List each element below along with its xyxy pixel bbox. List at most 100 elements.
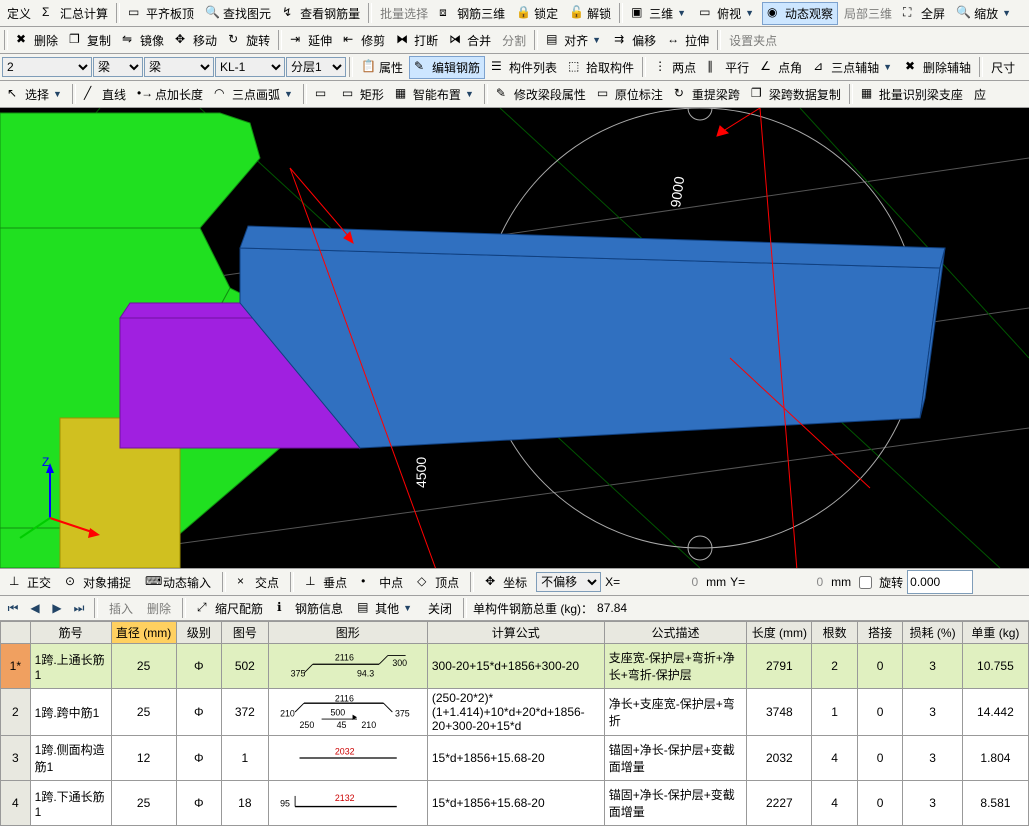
prev-button[interactable]: ◀ (26, 599, 44, 617)
merge-button[interactable]: ⧒合并 (444, 29, 496, 52)
stretch-button[interactable]: ↔拉伸 (662, 29, 714, 52)
pick-button[interactable]: ⬚拾取构件 (563, 56, 639, 79)
rotate-button[interactable]: ↻旋转 (223, 29, 275, 52)
orig-button[interactable]: ▭原位标注 (592, 83, 668, 106)
cat2-select[interactable]: 梁 (144, 57, 214, 77)
chevron-down-icon[interactable]: ▼ (282, 89, 295, 99)
ptlen-button[interactable]: •→点加长度 (132, 83, 208, 106)
vtx-button[interactable]: ◇顶点 (412, 571, 464, 594)
delrow-button[interactable]: 删除 (142, 597, 176, 620)
info-button[interactable]: ℹ钢筋信息 (272, 597, 348, 620)
count[interactable]: 2 (812, 644, 858, 689)
diameter[interactable]: 25 (111, 644, 176, 689)
unlock-button[interactable]: 🔓解锁 (564, 2, 616, 25)
chevron-down-icon[interactable]: ▼ (743, 8, 756, 18)
batch-button[interactable]: 批量选择 (375, 2, 433, 25)
fig-no[interactable]: 1 (222, 736, 269, 781)
batchsup-button[interactable]: ▦批量识别梁支座 (856, 83, 968, 106)
viewport-3d[interactable]: Z 9000 4500 (0, 108, 1029, 568)
clamp-button[interactable]: 设置夹点 (724, 29, 782, 52)
count[interactable]: 1 (812, 689, 858, 736)
close-button[interactable]: 关闭 (423, 597, 457, 620)
scale-button[interactable]: ⤢缩尺配筋 (192, 597, 268, 620)
two-point-button[interactable]: ⋮两点 (649, 56, 701, 79)
lock-button[interactable]: 🔒锁定 (511, 2, 563, 25)
table-row[interactable]: 21跨.跨中筋125Φ372210211650045375250210(250-… (1, 689, 1029, 736)
find-button[interactable]: 🔍查找图元 (200, 2, 276, 25)
respan-button[interactable]: ↻重提梁跨 (669, 83, 745, 106)
arc3-button[interactable]: ◠三点画弧▼ (209, 83, 300, 106)
flat-button[interactable]: ▭平齐板顶 (123, 2, 199, 25)
ortho-button[interactable]: ⊥正交 (4, 571, 56, 594)
list-button[interactable]: ☰构件列表 (486, 56, 562, 79)
orbit-button[interactable]: ◉动态观察 (762, 2, 838, 25)
3d-button[interactable]: ▣三维▼ (626, 2, 693, 25)
chevron-down-icon[interactable]: ▼ (1000, 8, 1013, 18)
first-button[interactable]: ⏮ (4, 599, 22, 617)
chevron-down-icon[interactable]: ▼ (675, 8, 688, 18)
last-button[interactable]: ⏭ (70, 599, 88, 617)
delaux-button[interactable]: ✖删除辅轴 (900, 56, 976, 79)
diameter[interactable]: 25 (111, 689, 176, 736)
fig-no[interactable]: 18 (222, 781, 269, 826)
ptang-button[interactable]: ∠点角 (755, 56, 807, 79)
mirror-button[interactable]: ⇋镜像 (117, 29, 169, 52)
layer-select[interactable]: 分层1 (286, 57, 346, 77)
level[interactable]: Φ (176, 781, 222, 826)
move-button[interactable]: ✥移动 (170, 29, 222, 52)
chevron-down-icon[interactable]: ▼ (463, 89, 476, 99)
diameter[interactable]: 25 (111, 781, 176, 826)
table-row[interactable]: 31跨.侧面构造筋112Φ1203215*d+1856+15.68-20锚固+净… (1, 736, 1029, 781)
rect-button[interactable]: ▭矩形 (337, 83, 389, 106)
other-button[interactable]: ▤其他▼ (352, 597, 419, 620)
fig-no[interactable]: 502 (222, 644, 269, 689)
perp-button[interactable]: ⊥垂点 (300, 571, 352, 594)
level[interactable]: Φ (176, 689, 222, 736)
count[interactable]: 4 (812, 781, 858, 826)
align-button[interactable]: ▤对齐▼ (541, 29, 608, 52)
mid-button[interactable]: •中点 (356, 571, 408, 594)
split-button[interactable]: 分割 (497, 29, 531, 52)
dim-button[interactable]: 尺寸 (986, 56, 1020, 79)
copy-button[interactable]: ❐复制 (64, 29, 116, 52)
level[interactable]: Φ (176, 736, 222, 781)
fig-no[interactable]: 372 (222, 689, 269, 736)
count[interactable]: 4 (812, 736, 858, 781)
loss[interactable]: 3 (903, 644, 962, 689)
offset-button[interactable]: ⇉偏移 (609, 29, 661, 52)
table-row[interactable]: 1*1跨.上通长筋125Φ502375211630094.3300-20+15*… (1, 644, 1029, 689)
aux3-button[interactable]: ⊿三点辅轴▼ (808, 56, 899, 79)
osnap-button[interactable]: ⊙对象捕捉 (60, 571, 136, 594)
num-select[interactable]: 2 (2, 57, 92, 77)
insert-button[interactable]: 插入 (104, 597, 138, 620)
rot-check[interactable] (859, 576, 872, 589)
copyspan-button[interactable]: ❐梁跨数据复制 (746, 83, 846, 106)
dyn-button[interactable]: ⌨动态输入 (140, 571, 216, 594)
offset-select[interactable]: 不偏移 (536, 572, 601, 592)
coord-button[interactable]: ✥坐标 (480, 571, 532, 594)
rebar3d-button[interactable]: ⧈钢筋三维 (434, 2, 510, 25)
parallel-button[interactable]: ∥平行 (702, 56, 754, 79)
level[interactable]: Φ (176, 644, 222, 689)
top-button[interactable]: ▭俯视▼ (694, 2, 761, 25)
cat1-select[interactable]: 梁 (93, 57, 143, 77)
table-row[interactable]: 41跨.下通长筋125Φ1895213215*d+1856+15.68-20锚固… (1, 781, 1029, 826)
app-button[interactable]: 应 (969, 83, 991, 106)
chevron-down-icon[interactable]: ▼ (881, 62, 894, 72)
smart-button[interactable]: ▦智能布置▼ (390, 83, 481, 106)
chevron-down-icon[interactable]: ▼ (590, 35, 603, 45)
xpt-button[interactable]: ×交点 (232, 571, 284, 594)
attr-button[interactable]: 📋属性 (356, 56, 408, 79)
delete-button[interactable]: ✖删除 (11, 29, 63, 52)
extend-button[interactable]: ⇥延伸 (285, 29, 337, 52)
rot-input[interactable] (907, 570, 973, 594)
full-button[interactable]: ⛶全屏 (898, 2, 950, 25)
loss[interactable]: 3 (903, 689, 962, 736)
define-button[interactable]: 定义 (2, 2, 36, 25)
name-select[interactable]: KL-1 (215, 57, 285, 77)
line-button[interactable]: ╱直线 (79, 83, 131, 106)
local3d-button[interactable]: 局部三维 (839, 2, 897, 25)
rebar-button[interactable]: ↯查看钢筋量 (277, 2, 365, 25)
loss[interactable]: 3 (903, 781, 962, 826)
modseg-button[interactable]: ✎修改梁段属性 (491, 83, 591, 106)
